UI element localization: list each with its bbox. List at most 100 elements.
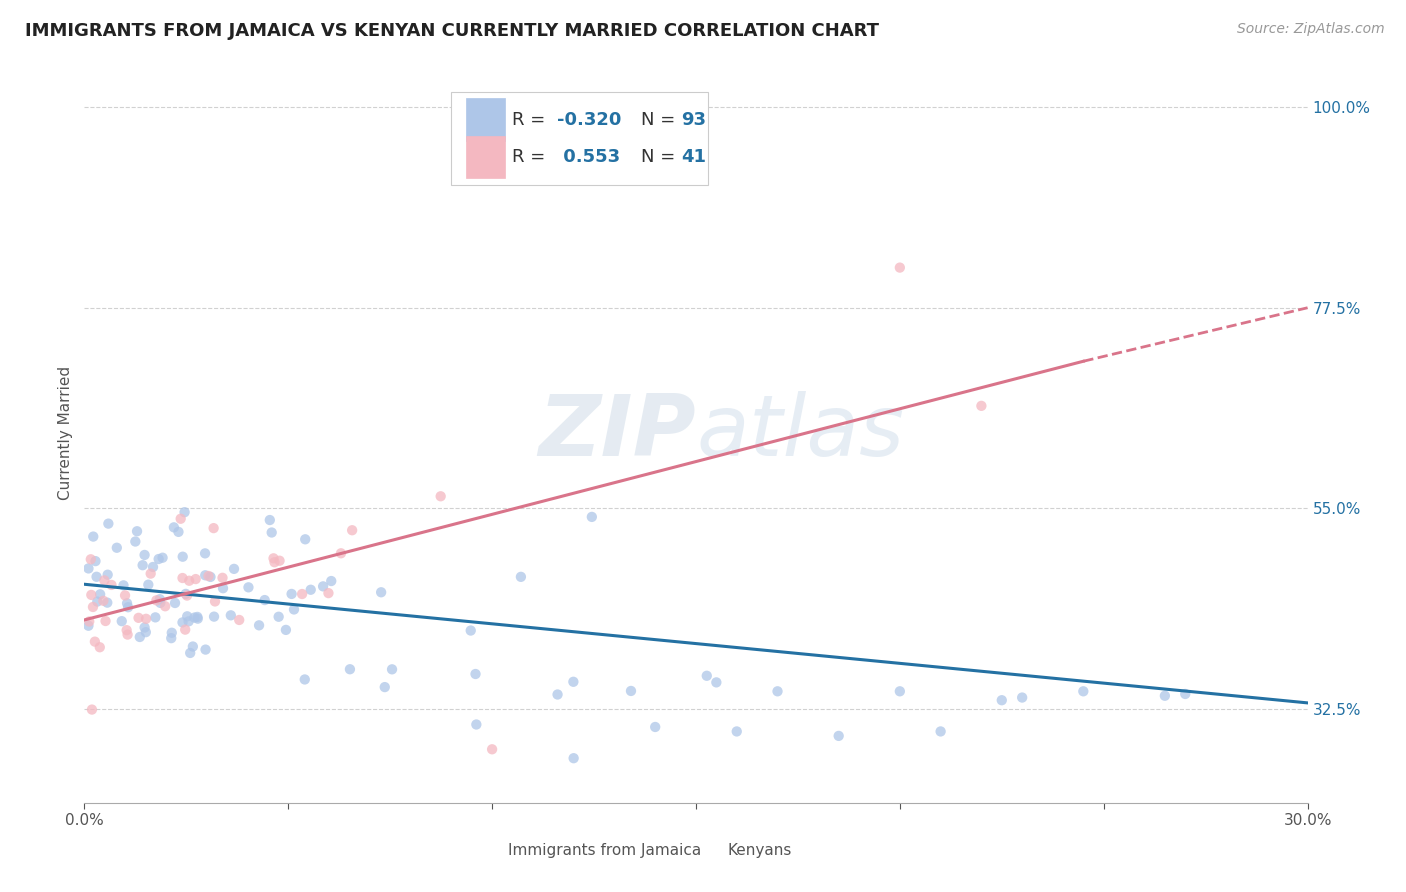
Point bbox=[291, 587, 314, 601]
Point bbox=[93, 574, 115, 588]
Point bbox=[547, 688, 569, 702]
Text: N =: N = bbox=[641, 111, 681, 128]
Point bbox=[149, 592, 172, 607]
Point bbox=[219, 608, 242, 623]
Point bbox=[183, 610, 205, 624]
Point bbox=[135, 612, 157, 626]
Point bbox=[128, 611, 150, 625]
Point bbox=[321, 574, 343, 588]
Point bbox=[269, 554, 291, 568]
Point bbox=[179, 646, 201, 660]
Point bbox=[77, 615, 100, 629]
Point bbox=[86, 570, 108, 584]
Point bbox=[204, 594, 226, 608]
Point bbox=[263, 555, 285, 569]
Text: -0.320: -0.320 bbox=[557, 111, 621, 128]
Point bbox=[80, 588, 103, 602]
Point bbox=[86, 594, 108, 608]
Point bbox=[200, 570, 222, 584]
FancyBboxPatch shape bbox=[475, 841, 503, 859]
Point bbox=[134, 548, 156, 562]
Point bbox=[253, 593, 276, 607]
Text: R =: R = bbox=[513, 111, 551, 128]
Point bbox=[194, 546, 217, 560]
Point bbox=[172, 615, 194, 630]
Point bbox=[117, 627, 139, 641]
Point bbox=[194, 568, 217, 582]
Point bbox=[202, 609, 225, 624]
Point bbox=[766, 684, 789, 698]
Point bbox=[283, 602, 305, 616]
Point bbox=[211, 571, 233, 585]
Point bbox=[77, 561, 100, 575]
Text: Kenyans: Kenyans bbox=[728, 843, 792, 858]
Point bbox=[370, 585, 392, 599]
Point bbox=[115, 623, 138, 637]
Point bbox=[117, 600, 139, 615]
Point bbox=[187, 612, 209, 626]
Point bbox=[82, 530, 104, 544]
Text: Immigrants from Jamaica: Immigrants from Jamaica bbox=[508, 843, 700, 858]
Point bbox=[80, 702, 103, 716]
Point bbox=[339, 662, 361, 676]
Point bbox=[620, 684, 643, 698]
Point bbox=[173, 505, 195, 519]
Point bbox=[312, 579, 335, 593]
Point bbox=[1174, 687, 1197, 701]
Point bbox=[145, 593, 167, 607]
Point bbox=[179, 574, 201, 588]
FancyBboxPatch shape bbox=[465, 98, 505, 141]
Point bbox=[562, 674, 585, 689]
Point bbox=[260, 525, 283, 540]
Point bbox=[970, 399, 993, 413]
Point bbox=[184, 572, 207, 586]
Point bbox=[176, 609, 198, 624]
Point bbox=[134, 620, 156, 634]
Text: IMMIGRANTS FROM JAMAICA VS KENYAN CURRENTLY MARRIED CORRELATION CHART: IMMIGRANTS FROM JAMAICA VS KENYAN CURREN… bbox=[25, 22, 879, 40]
Point bbox=[696, 669, 718, 683]
Y-axis label: Currently Married: Currently Married bbox=[58, 366, 73, 500]
Point bbox=[93, 594, 115, 608]
FancyBboxPatch shape bbox=[451, 92, 709, 185]
Text: 41: 41 bbox=[682, 148, 706, 166]
Point bbox=[889, 260, 911, 275]
Point bbox=[197, 569, 219, 583]
Point bbox=[202, 521, 225, 535]
Point bbox=[139, 566, 162, 581]
Point bbox=[125, 524, 148, 539]
Point bbox=[142, 560, 165, 574]
Point bbox=[464, 667, 486, 681]
Point bbox=[148, 552, 170, 566]
Point bbox=[124, 534, 146, 549]
Point bbox=[481, 742, 503, 756]
Point bbox=[152, 550, 174, 565]
Point bbox=[172, 571, 194, 585]
Text: 93: 93 bbox=[682, 111, 706, 128]
Point bbox=[259, 513, 281, 527]
Point bbox=[149, 596, 172, 610]
Point bbox=[96, 596, 118, 610]
Point bbox=[247, 618, 270, 632]
Point bbox=[105, 541, 128, 555]
Text: atlas: atlas bbox=[696, 391, 904, 475]
Point bbox=[263, 551, 285, 566]
Point bbox=[163, 596, 186, 610]
Text: R =: R = bbox=[513, 148, 551, 166]
Point bbox=[465, 717, 488, 731]
Point bbox=[1073, 684, 1095, 698]
Point bbox=[145, 610, 167, 624]
Text: 0.553: 0.553 bbox=[557, 148, 620, 166]
Point bbox=[163, 520, 186, 534]
FancyBboxPatch shape bbox=[465, 136, 505, 178]
Point bbox=[128, 630, 150, 644]
Point bbox=[153, 599, 176, 614]
Point bbox=[706, 675, 728, 690]
Point bbox=[131, 558, 153, 573]
Point bbox=[889, 684, 911, 698]
Point bbox=[84, 554, 107, 568]
Point bbox=[80, 552, 103, 566]
Point bbox=[374, 680, 396, 694]
Text: N =: N = bbox=[641, 148, 681, 166]
Point bbox=[77, 619, 100, 633]
Point bbox=[294, 673, 316, 687]
